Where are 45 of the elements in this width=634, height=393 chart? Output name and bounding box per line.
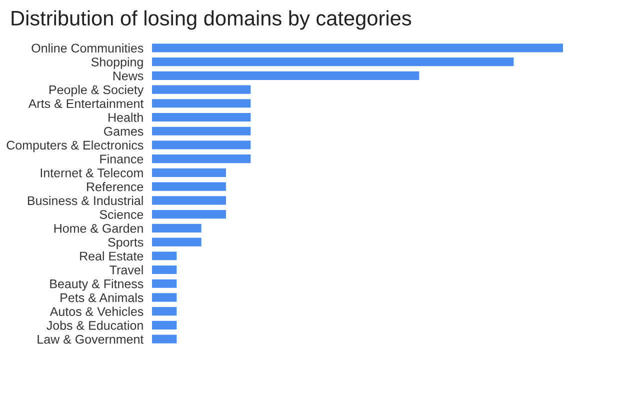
y-tick-label: Health [108,112,143,122]
y-tick-label: Shopping [91,57,143,69]
bar [152,58,514,66]
bar [152,279,177,288]
y-tick-label: Beauty & Fitness [50,279,144,291]
y-tick-label: Finance [100,154,144,164]
bar [152,252,177,260]
bar [152,210,226,219]
bar [152,182,226,191]
y-tick-label: Jobs & Education [46,320,143,330]
bar [152,85,251,94]
bar [152,71,420,80]
y-tick-label: Travel [110,265,143,274]
bar [152,334,177,344]
y-tick-label: People & Society [50,84,144,97]
bar [152,238,202,246]
y-tick-label: Science [100,210,144,219]
bar [152,140,251,150]
bar [152,168,226,177]
y-tick-label: News [113,72,144,80]
bar [152,44,563,52]
bar [152,99,251,108]
y-tick-label: Online Communities [32,43,144,53]
y-tick-label: Computers & Electronics [6,140,144,152]
bar [152,112,251,122]
y-tick-label: Arts & Entertainment [28,98,144,108]
bar [152,320,177,330]
y-tick-label: Internet & Telecom [40,168,143,178]
y-tick-label: Autos & Vehicles [50,306,144,316]
bar [152,265,177,274]
y-tick-label: Business & Industrial [28,196,143,206]
bar [152,293,177,302]
bar [152,154,251,164]
y-tick-label: Home & Garden [54,224,143,233]
y-tick-label: Reference [87,182,144,192]
chart-title: Distribution of losing domains by categories [12,10,412,30]
y-tick-label: Pets & Animals [60,292,144,302]
bar [152,224,202,232]
y-tick-label: Real Estate [80,251,144,261]
bar [152,307,177,316]
bar [152,196,226,205]
y-tick-label: Law & Government [38,334,144,344]
y-tick-label: Sports [108,238,144,250]
y-tick-label: Games [104,126,144,136]
bar [152,126,251,136]
